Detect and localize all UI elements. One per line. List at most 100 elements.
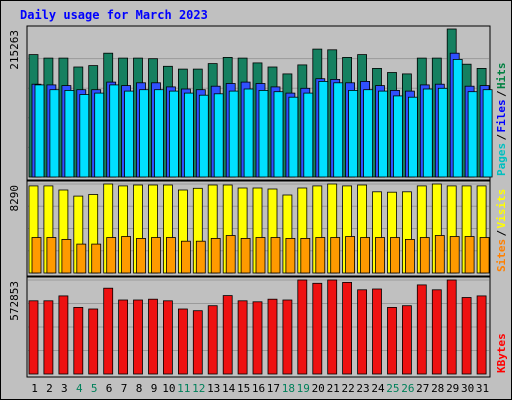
bar-pages-day-6 <box>109 84 120 178</box>
bar-sites-day-21 <box>330 237 341 274</box>
bar-sites-day-28 <box>434 235 445 274</box>
day-label-19: 19 <box>297 382 310 395</box>
day-label-18: 18 <box>282 382 295 395</box>
bar-pages-day-16 <box>258 90 269 178</box>
bar-pages-day-18 <box>288 96 299 178</box>
bar-kbytes-day-6 <box>103 287 114 375</box>
legend-separator: / <box>495 134 508 141</box>
bar-pages-day-12 <box>198 94 209 178</box>
bar-pages-day-4 <box>79 94 90 178</box>
bar-pages-day-25 <box>393 95 403 178</box>
bar-pages-day-17 <box>273 91 284 178</box>
day-label-22: 22 <box>341 382 354 395</box>
bar-sites-day-15 <box>240 237 251 274</box>
day-label-17: 17 <box>267 382 280 395</box>
bar-kbytes-day-10 <box>162 300 173 375</box>
day-label-3: 3 <box>61 382 68 395</box>
bar-kbytes-day-17 <box>267 298 278 375</box>
day-label-30: 30 <box>461 382 474 395</box>
bar-sites-day-8 <box>136 237 146 274</box>
bar-kbytes-day-24 <box>372 288 382 375</box>
bar-kbytes-day-1 <box>28 300 39 375</box>
bar-kbytes-day-3 <box>58 295 69 375</box>
bar-sites-day-23 <box>360 237 371 274</box>
bar-sites-day-26 <box>404 238 415 274</box>
bar-pages-day-27 <box>422 88 433 178</box>
bar-pages-day-29 <box>452 59 463 178</box>
bar-kbytes-day-26 <box>401 305 412 375</box>
bar-kbytes-day-14 <box>222 295 233 375</box>
bar-kbytes-day-13 <box>207 305 218 375</box>
bar-kbytes-day-27 <box>416 284 427 375</box>
day-label-5: 5 <box>91 382 98 395</box>
bar-kbytes-day-8 <box>133 299 143 375</box>
bar-pages-day-23 <box>363 89 374 178</box>
bar-pages-day-30 <box>467 91 478 178</box>
day-label-23: 23 <box>356 382 369 395</box>
bar-pages-day-14 <box>228 90 239 178</box>
day-label-10: 10 <box>162 382 175 395</box>
day-label-28: 28 <box>431 382 444 395</box>
bar-sites-day-30 <box>464 236 475 274</box>
bar-pages-day-19 <box>303 92 314 178</box>
bar-kbytes-day-4 <box>73 306 84 375</box>
max-label-pages-files-hits: 215263 <box>8 30 21 70</box>
bar-kbytes-day-19 <box>297 279 308 375</box>
bar-kbytes-day-18 <box>282 299 293 375</box>
bar-sites-day-11 <box>180 240 191 274</box>
bar-kbytes-day-2 <box>43 300 54 375</box>
bar-sites-day-16 <box>255 237 266 274</box>
bar-pages-day-21 <box>333 82 344 178</box>
day-label-21: 21 <box>327 382 340 395</box>
bar-pages-day-1 <box>34 84 45 178</box>
bar-kbytes-day-31 <box>476 295 487 375</box>
bar-pages-day-22 <box>348 90 359 178</box>
max-label-sites-visits: 8290 <box>8 185 21 212</box>
day-label-20: 20 <box>312 382 325 395</box>
day-label-29: 29 <box>446 382 459 395</box>
bar-sites-day-19 <box>300 237 311 274</box>
bar-pages-day-2 <box>49 89 60 178</box>
bar-sites-day-4 <box>76 243 87 274</box>
day-label-12: 12 <box>192 382 205 395</box>
bar-sites-day-31 <box>479 237 490 274</box>
legend-hits: Hits <box>495 63 508 90</box>
bar-sites-day-9 <box>151 237 161 274</box>
bar-sites-day-1 <box>31 237 42 274</box>
bar-pages-day-26 <box>407 96 418 178</box>
day-label-9: 9 <box>151 382 158 395</box>
day-label-24: 24 <box>371 382 385 395</box>
legend-files: Files <box>495 99 508 132</box>
bar-pages-day-3 <box>64 90 75 178</box>
day-label-13: 13 <box>207 382 220 395</box>
bar-sites-day-18 <box>285 237 296 274</box>
bar-pages-day-10 <box>168 90 179 178</box>
bar-pages-day-11 <box>183 92 194 178</box>
day-label-15: 15 <box>237 382 250 395</box>
bar-sites-day-5 <box>91 243 102 274</box>
bar-sites-day-14 <box>225 235 236 274</box>
day-label-27: 27 <box>416 382 429 395</box>
day-label-8: 8 <box>136 382 143 395</box>
bar-pages-day-15 <box>243 88 254 178</box>
bar-sites-day-12 <box>195 240 206 274</box>
bar-pages-day-28 <box>437 87 448 178</box>
legend-pages: Pages <box>495 143 508 176</box>
bar-kbytes-day-28 <box>431 289 442 375</box>
bar-kbytes-day-7 <box>118 299 128 375</box>
day-label-11: 11 <box>177 382 190 395</box>
bar-kbytes-day-5 <box>88 308 99 375</box>
day-label-14: 14 <box>222 382 236 395</box>
legend-sites: Sites <box>495 239 508 272</box>
bar-pages-day-8 <box>139 89 149 178</box>
bar-sites-day-25 <box>390 237 400 274</box>
bar-sites-day-2 <box>46 237 57 274</box>
bar-sites-day-20 <box>315 237 326 274</box>
bar-sites-day-13 <box>210 237 221 274</box>
bar-sites-day-24 <box>375 237 385 274</box>
day-label-1: 1 <box>31 382 38 395</box>
bar-sites-day-7 <box>121 236 131 274</box>
bar-sites-day-29 <box>449 236 460 274</box>
bar-sites-day-3 <box>61 238 72 274</box>
